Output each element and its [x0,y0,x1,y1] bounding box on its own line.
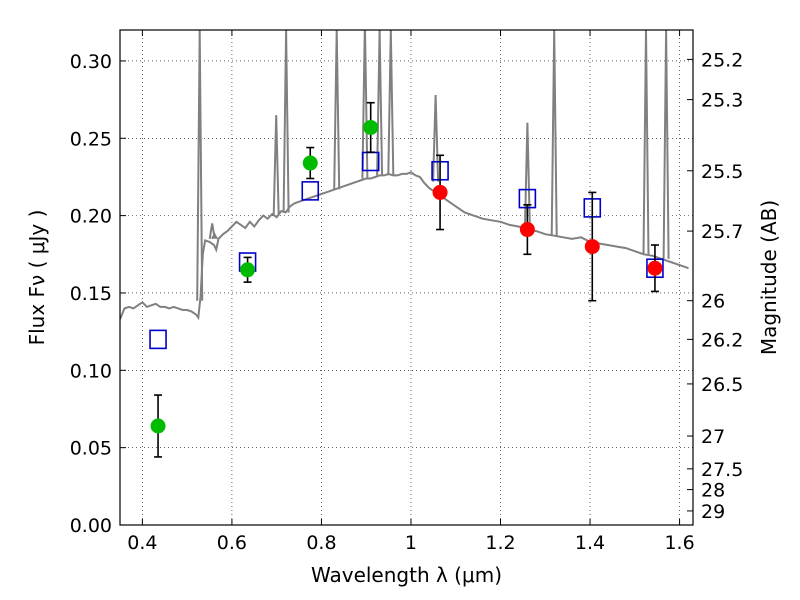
y-tick-label: 0.00 [70,515,112,537]
emission-line-spike [376,30,384,176]
y-tick-label: 0.05 [70,438,112,460]
emission-line-spike [662,30,670,259]
y-axis-label: Flux Fν ( μJy ) [25,210,49,346]
magnitude-tick-label: 29 [701,501,725,523]
axis-ticks: 0.4 0.6 0.8 1 1.2 1.4 1.6 0.00 0.05 0.10 0.15 0.20 0… [70,30,743,554]
magnitude-tick-label: 25.7 [701,221,743,243]
emission-line-spike [333,30,341,190]
x-tick-label: 0.4 [127,532,157,554]
magnitude-tick-label: 27 [701,426,725,448]
emission-line-spike [523,122,531,230]
magnitude-tick-label: 28 [701,480,725,502]
photometry-point [302,155,318,171]
y-tick-label: 0.30 [70,51,112,73]
emission-line-spike [211,232,218,240]
emission-line-spike [272,115,280,216]
emission-line-spike [282,30,290,213]
x-tick-label: 0.6 [217,532,247,554]
bandpass-square-marker [149,329,167,350]
emission-line-spike [387,30,395,176]
plot-frame [119,29,694,526]
x-tick-label: 1 [405,532,417,554]
photometry-point [647,260,663,276]
y-tick-label: 0.10 [70,360,112,382]
magnitude-tick-label: 25.2 [701,49,743,71]
magnitude-tick-label: 26.5 [701,374,743,396]
x-axis-label: Wavelength λ (μm) [311,563,502,587]
emission-line-spike [196,30,204,301]
model-spectrum-line [120,171,689,321]
x-tick-label: 1.4 [575,532,605,554]
x-tick-label: 1.6 [664,532,694,554]
magnitude-tick-label: 25.5 [701,161,743,183]
photometry-point [432,184,448,200]
x-tick-label: 1.2 [485,532,515,554]
magnitude-tick-label: 26.2 [701,329,743,351]
emission-line-spike [432,94,440,182]
y-tick-label: 0.25 [70,128,112,150]
y-tick-label: 0.15 [70,283,112,305]
photometry-point [150,418,166,434]
x-tick-label: 0.8 [306,532,336,554]
photometry-point [363,119,379,135]
photometry-point [584,239,600,255]
y2-axis-label: Magnitude (AB) [757,200,781,355]
magnitude-tick-label: 26 [701,291,725,313]
emission-line-spike [550,30,558,236]
magnitude-tick-label: 25.3 [701,90,743,112]
y-tick-label: 0.20 [70,206,112,228]
grid-lines [120,30,693,526]
photometry-point [240,262,256,278]
photometry-point [519,222,535,238]
plot-area [120,30,689,458]
bandpass-square-marker [301,181,320,201]
magnitude-tick-label: 27.5 [701,459,743,481]
emission-line-spike [642,30,650,255]
